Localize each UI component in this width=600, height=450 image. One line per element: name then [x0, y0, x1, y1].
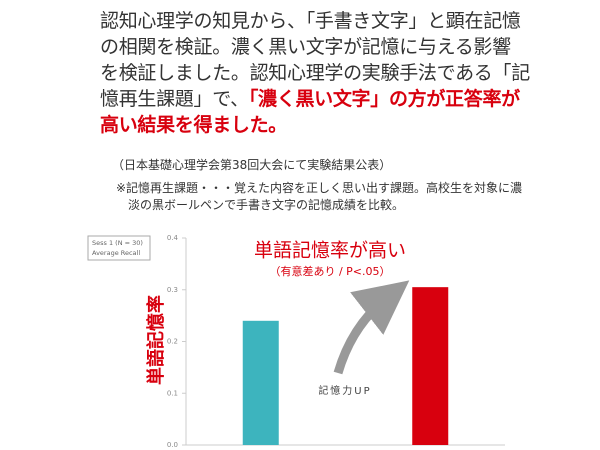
body-line: の相関を検証。濃く黒い文字が記憶に与える影響	[100, 34, 530, 60]
note: ※記憶再生課題・・・覚えた内容を正しく思い出す課題。高校生を対象に濃 淡の黒ボー…	[116, 180, 522, 214]
y-tick-label: 0.2	[167, 338, 178, 346]
source: （日本基礎心理学会第38回大会にて実験結果公表）	[112, 158, 392, 172]
legend-box	[87, 235, 151, 261]
y-tick-label: 0.3	[167, 286, 178, 294]
body-line: を検証しました。認知心理学の実験手法である「記	[100, 60, 530, 86]
arrow	[333, 280, 410, 375]
arrow-label: 記憶力UP	[318, 384, 371, 397]
y-axis-label: 単語記憶率	[145, 295, 167, 385]
body-text: 憶再生課題」で、	[100, 88, 249, 110]
highlight-text: 高い結果を得ました。	[100, 114, 288, 136]
y-tick-label: 0.0	[167, 441, 178, 449]
highlight-text: 「濃く黒い文字」の方が正答率が	[248, 88, 520, 110]
y-tick-label: 0.1	[167, 389, 178, 397]
legend-text: Sess 1 (N = 30)	[92, 239, 143, 247]
body-text: の相関を検証。濃く黒い文字が記憶に与える影響	[100, 36, 511, 58]
body-text: 認知心理学の知見から、「手書き文字」と顕在記憶 の相関を検証。濃く黒い文字が記憶に…	[100, 8, 530, 138]
body-text: 認知心理学の知見から、「手書き文字」と顕在記憶	[100, 10, 521, 32]
bar	[412, 287, 449, 445]
annotation-title: 単語記憶率が高い	[254, 240, 406, 262]
annotation-subtitle: （有意差あり / P<.05）	[269, 264, 390, 278]
legend-text: Average Recall	[92, 249, 140, 257]
bar	[242, 320, 279, 445]
body-line: 認知心理学の知見から、「手書き文字」と顕在記憶	[100, 8, 530, 34]
y-tick-label: 0.4	[167, 234, 179, 242]
body-line: 高い結果を得ました。	[100, 112, 530, 138]
note-line: ※記憶再生課題・・・覚えた内容を正しく思い出す課題。高校生を対象に濃	[116, 181, 523, 195]
chart: Sess 1 (N = 30) Average Recall 単語記憶率 単語記…	[87, 234, 505, 449]
body-text: を検証しました。認知心理学の実験手法である「記	[100, 62, 530, 84]
body-line: 憶再生課題」で、「濃く黒い文字」の方が正答率が	[100, 86, 530, 112]
note-line: 淡の黒ボールペンで手書き文字の記憶成績を比較。	[128, 198, 405, 212]
